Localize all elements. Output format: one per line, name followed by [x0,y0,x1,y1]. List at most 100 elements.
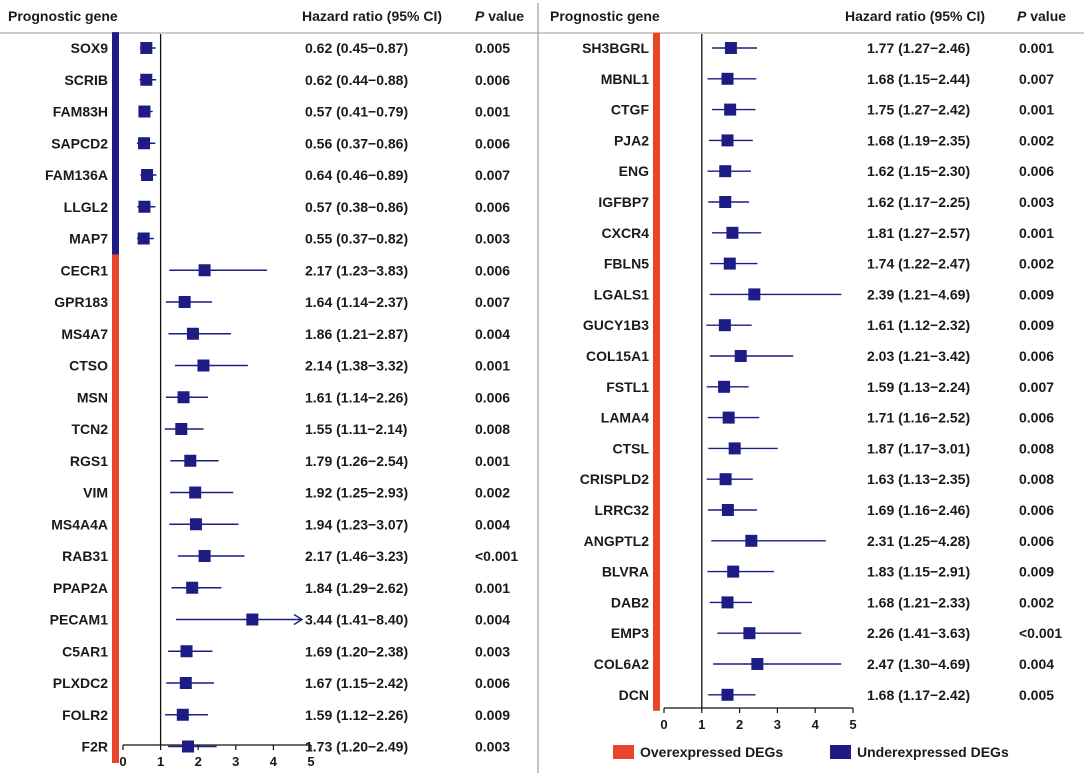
hazard-ratio-text: 2.39 (1.21−4.69) [867,286,970,302]
group-bar-segment [653,248,660,280]
group-bar-segment [112,508,119,541]
hazard-ratio-text: 1.62 (1.15−2.30) [867,163,970,179]
hr-point-marker [722,411,735,424]
hazard-ratio-text: 1.62 (1.17−2.25) [867,194,970,210]
gene-label: FAM83H [53,104,108,120]
p-value-text: 0.001 [475,580,510,596]
hr-point-marker [140,73,153,86]
p-value-text: 0.003 [475,643,510,659]
header-p-rest: value [1026,8,1066,24]
group-bar-segment [112,95,119,128]
p-value-text: 0.004 [1019,656,1054,672]
p-value-text: 0.003 [475,739,510,755]
gene-label: MS4A4A [51,516,108,532]
group-bar-segment [112,444,119,478]
p-value-text: 0.006 [1019,348,1054,364]
group-bar-segment [112,32,119,65]
gene-label: EMP3 [611,625,649,641]
group-bar-segment [112,317,119,351]
hazard-ratio-text: 1.55 (1.11−2.14) [305,421,407,437]
p-value-text: 0.009 [1019,564,1054,580]
ci-arrow [293,613,304,626]
hr-point-marker [743,627,756,640]
group-bar-segment [112,603,119,636]
hr-point-marker [179,677,192,689]
x-tick-label: 5 [307,754,314,769]
gene-label: FOLR2 [62,707,108,723]
hazard-ratio-text: 1.84 (1.29−2.62) [305,580,408,596]
gene-label: MSN [77,389,108,405]
x-tick-label: 0 [660,717,667,732]
group-bar-segment [112,286,119,319]
gene-label: LLGL2 [64,199,109,215]
hazard-ratio-text: 2.26 (1.41−3.63) [867,625,970,641]
hr-point-marker [182,740,195,753]
hazard-ratio-text: 1.68 (1.17−2.42) [867,687,970,703]
p-value-text: 0.008 [1019,471,1054,487]
hr-point-marker [189,486,202,499]
legend: Overexpressed DEGs Underexpressed DEGs [613,744,1009,760]
hazard-ratio-text: 1.71 (1.16−2.52) [867,410,970,426]
hr-point-marker [721,134,734,147]
gene-label: DCN [619,687,649,703]
group-bar-segment [653,402,660,434]
gene-label: CTSO [69,358,108,374]
x-tick-label: 3 [774,717,781,732]
gene-label: FBLN5 [604,256,649,272]
group-bar-segment [112,476,119,509]
p-value-text: 0.006 [475,135,510,151]
gene-label: SAPCD2 [51,135,108,151]
hazard-ratio-text: 1.77 (1.27−2.46) [867,40,970,56]
legend-label: Underexpressed DEGs [857,744,1009,760]
gene-label: FAM136A [45,167,108,183]
gene-label: LGALS1 [594,286,649,302]
hazard-ratio-text: 1.79 (1.26−2.54) [305,453,408,469]
p-value-text: 0.001 [1019,225,1054,241]
gene-label: MBNL1 [601,71,649,87]
legend-label: Overexpressed DEGs [640,744,783,760]
header-p-value: P value [1017,8,1066,24]
group-bar-segment [653,556,660,588]
gene-label: SOX9 [71,40,109,56]
group-bar-segment [112,349,119,382]
gene-label: TCN2 [71,421,108,437]
gene-label: CXCR4 [602,225,650,241]
header-p-italic: P [475,8,485,24]
header-p-value: P value [475,8,524,24]
hr-point-marker [748,288,761,301]
hr-point-marker [719,196,732,208]
hr-point-marker [137,232,150,245]
p-value-text: 0.005 [1019,687,1054,703]
gene-label: RGS1 [70,453,108,469]
group-bar-segment [653,217,660,249]
hazard-ratio-text: 1.68 (1.21−2.33) [867,594,970,610]
p-value-text: <0.001 [1019,625,1062,641]
hr-point-marker [246,613,259,626]
group-bar-segment [653,433,660,465]
hr-point-marker [721,72,734,85]
x-tick-label: 4 [270,754,278,769]
gene-label: F2R [82,739,108,755]
hr-point-marker [726,226,739,239]
p-value-text: 0.001 [475,453,510,469]
legend-swatch [613,745,634,759]
gene-label: SCRIB [64,72,108,88]
hazard-ratio-text: 0.62 (0.44−0.88) [305,72,408,88]
group-bar-segment [653,63,660,95]
hazard-ratio-text: 1.75 (1.27−2.42) [867,102,970,118]
x-tick-label: 4 [812,717,820,732]
hazard-ratio-text: 1.59 (1.13−2.24) [867,379,970,395]
group-bar-segment [112,159,119,192]
group-bar-segment [112,698,119,732]
p-value-text: 0.006 [1019,410,1054,426]
group-bar-segment [653,340,660,372]
gene-label: LAMA4 [601,410,649,426]
hazard-ratio-text: 1.61 (1.14−2.26) [305,389,408,405]
x-tick-label: 5 [849,717,856,732]
hr-point-marker [719,473,732,486]
p-value-text: 0.009 [475,707,510,723]
gene-label: IGFBP7 [598,194,649,210]
hr-point-marker [718,319,731,332]
header-prognostic-gene: Prognostic gene [550,8,660,24]
